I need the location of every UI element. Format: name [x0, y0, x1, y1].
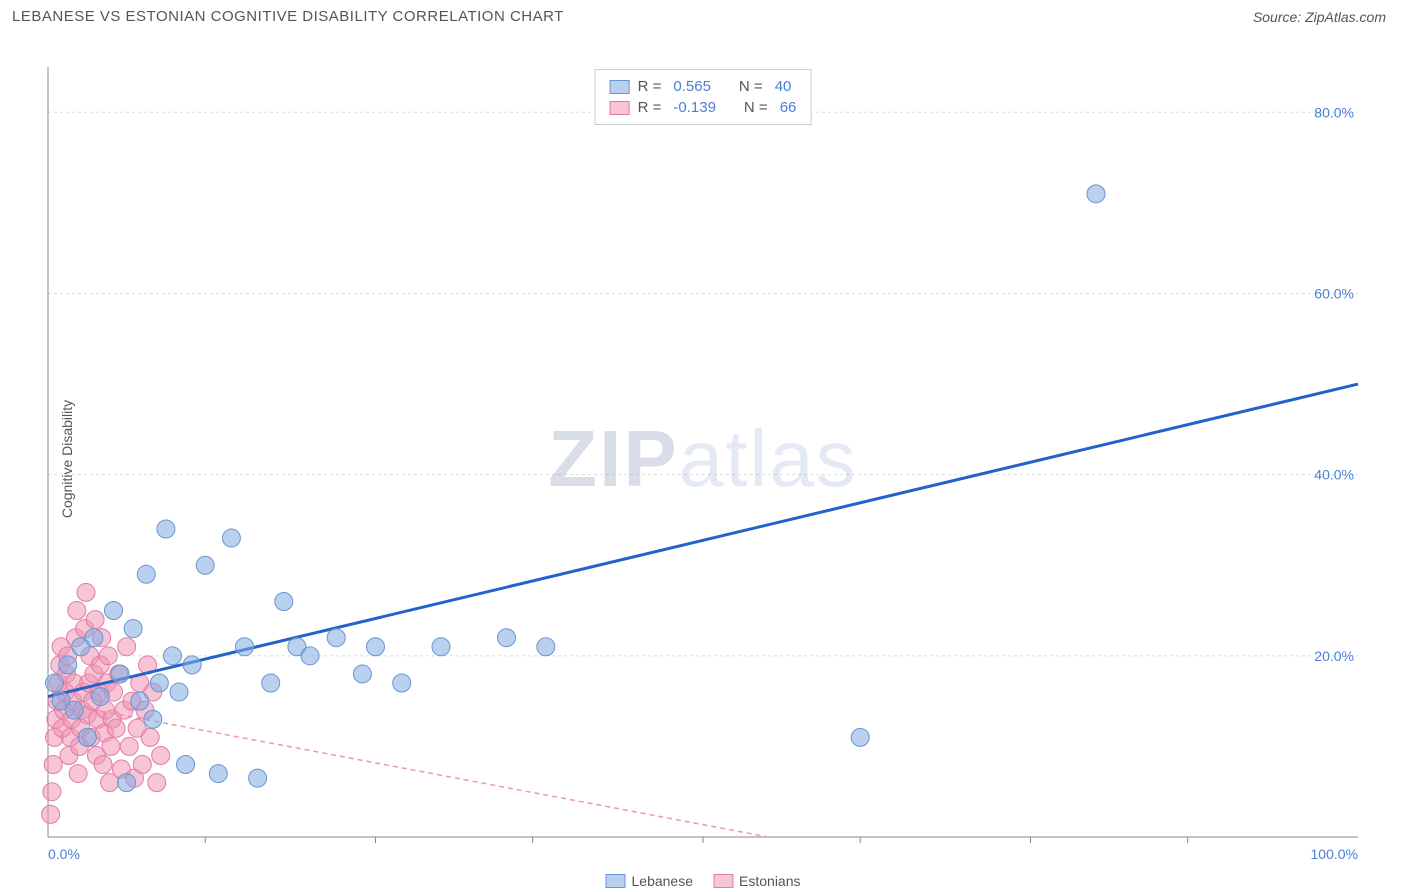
- series-legend: Lebanese Estonians: [606, 873, 801, 889]
- legend-row-estonians: R = -0.139 N = 66: [610, 97, 797, 118]
- series-swatch-lebanese: [606, 874, 626, 888]
- chart-header: LEBANESE VS ESTONIAN COGNITIVE DISABILIT…: [0, 0, 1406, 29]
- svg-text:40.0%: 40.0%: [1314, 467, 1354, 483]
- chart-container: Cognitive Disability ZIPatlas 20.0%40.0%…: [0, 29, 1406, 889]
- series-legend-lebanese: Lebanese: [606, 873, 694, 889]
- svg-text:20.0%: 20.0%: [1314, 648, 1354, 664]
- legend-n-label: N =: [744, 99, 768, 116]
- legend-swatch-lebanese: [610, 80, 630, 94]
- legend-n-value: 66: [780, 99, 797, 116]
- scatter-chart: 20.0% 40.0% 60.0% 80.0% 0.0% 100.0%: [0, 29, 1406, 889]
- series-label-estonians: Estonians: [739, 873, 800, 889]
- legend-n-label: N =: [739, 78, 763, 95]
- correlation-legend: R = 0.565 N = 40 R = -0.139 N = 66: [595, 69, 812, 125]
- legend-r-label: R =: [638, 78, 662, 95]
- svg-text:60.0%: 60.0%: [1314, 285, 1354, 301]
- chart-title: LEBANESE VS ESTONIAN COGNITIVE DISABILIT…: [12, 8, 564, 25]
- series-legend-estonians: Estonians: [713, 873, 800, 889]
- series-label-lebanese: Lebanese: [632, 873, 694, 889]
- svg-text:0.0%: 0.0%: [48, 846, 80, 862]
- series-swatch-estonians: [713, 874, 733, 888]
- svg-text:100.0%: 100.0%: [1311, 846, 1358, 862]
- svg-text:80.0%: 80.0%: [1314, 104, 1354, 120]
- legend-row-lebanese: R = 0.565 N = 40: [610, 76, 797, 97]
- legend-r-label: R =: [638, 99, 662, 116]
- legend-r-value: -0.139: [673, 99, 716, 116]
- legend-swatch-estonians: [610, 101, 630, 115]
- legend-r-value: 0.565: [673, 78, 711, 95]
- chart-source: Source: ZipAtlas.com: [1253, 9, 1386, 25]
- legend-n-value: 40: [775, 78, 792, 95]
